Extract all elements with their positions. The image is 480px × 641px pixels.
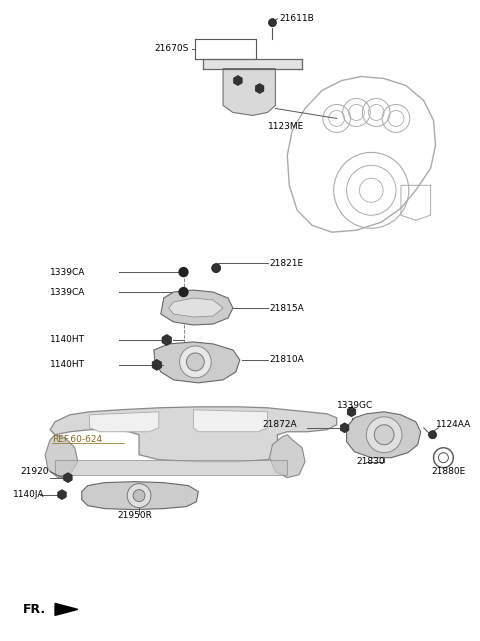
Polygon shape (45, 435, 78, 478)
Polygon shape (269, 435, 305, 478)
Text: 21830: 21830 (357, 457, 385, 466)
Circle shape (268, 19, 276, 27)
Text: 1124AA: 1124AA (435, 420, 471, 429)
Circle shape (179, 267, 188, 277)
Circle shape (212, 263, 221, 272)
Text: 1140JA: 1140JA (12, 490, 44, 499)
Polygon shape (161, 290, 233, 325)
Text: 1140HT: 1140HT (50, 335, 85, 344)
Polygon shape (90, 412, 159, 432)
Text: 21950R: 21950R (117, 511, 152, 520)
Text: FR.: FR. (23, 603, 46, 616)
Polygon shape (234, 76, 242, 85)
Polygon shape (64, 472, 72, 483)
Circle shape (429, 431, 436, 438)
Polygon shape (152, 360, 162, 370)
Circle shape (180, 346, 211, 378)
Polygon shape (204, 58, 302, 69)
Circle shape (187, 353, 204, 371)
Polygon shape (340, 423, 349, 433)
Polygon shape (55, 603, 78, 615)
Circle shape (127, 484, 151, 508)
Polygon shape (58, 490, 66, 499)
Polygon shape (347, 412, 420, 458)
Circle shape (366, 417, 402, 453)
Polygon shape (50, 407, 336, 462)
Text: 21920: 21920 (21, 467, 49, 476)
Text: 21821E: 21821E (269, 258, 304, 268)
Text: 21815A: 21815A (269, 304, 304, 313)
Text: 1339CA: 1339CA (50, 267, 85, 277)
Polygon shape (168, 298, 223, 317)
Polygon shape (347, 407, 356, 417)
Text: 21872A: 21872A (263, 420, 297, 429)
Text: 21611B: 21611B (279, 14, 314, 23)
Text: 1123ME: 1123ME (267, 122, 304, 131)
Text: 1339GC: 1339GC (336, 401, 373, 410)
Circle shape (133, 490, 145, 502)
Text: REF.60-624: REF.60-624 (52, 435, 102, 444)
Circle shape (374, 425, 394, 445)
Polygon shape (82, 481, 198, 510)
Polygon shape (154, 342, 240, 383)
Polygon shape (193, 410, 267, 432)
Polygon shape (55, 460, 288, 475)
Text: 21670S: 21670S (154, 44, 188, 53)
Text: 1339CA: 1339CA (50, 288, 85, 297)
Polygon shape (255, 83, 264, 94)
Polygon shape (223, 69, 276, 115)
Circle shape (179, 288, 188, 297)
Text: 21880E: 21880E (432, 467, 466, 476)
Polygon shape (162, 335, 171, 345)
Text: 1140HT: 1140HT (50, 360, 85, 369)
Text: 21810A: 21810A (269, 355, 304, 365)
